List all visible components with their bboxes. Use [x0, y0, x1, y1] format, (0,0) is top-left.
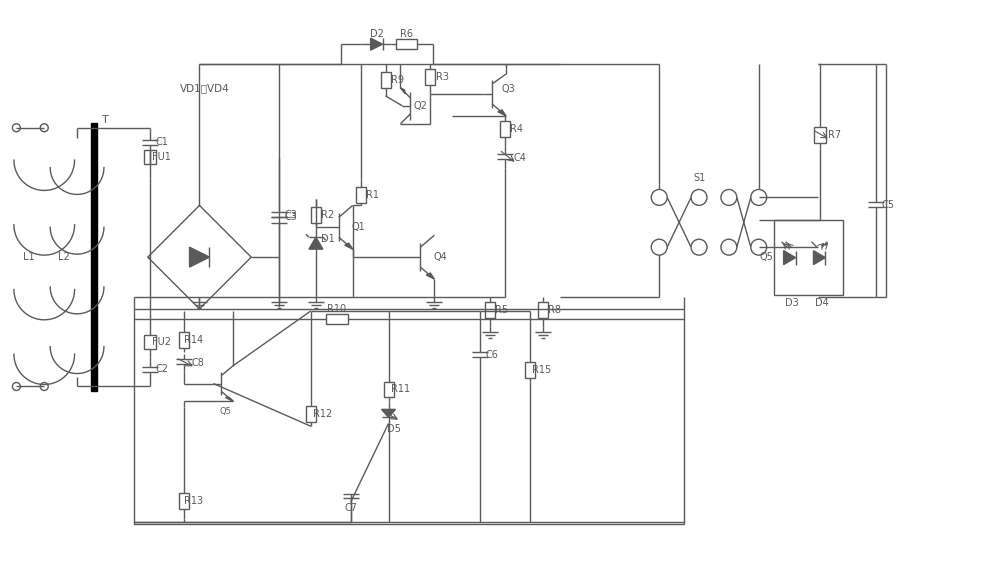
Bar — [144, 335, 156, 349]
Bar — [425, 69, 435, 85]
Text: FU2: FU2 — [152, 337, 171, 346]
Polygon shape — [784, 251, 796, 265]
Text: R11: R11 — [391, 384, 410, 395]
Text: C8: C8 — [191, 358, 204, 367]
Text: R5: R5 — [495, 305, 509, 315]
Text: R12: R12 — [313, 409, 332, 420]
Text: Q1: Q1 — [352, 222, 366, 232]
Bar — [538, 302, 548, 318]
Bar — [326, 314, 348, 324]
Polygon shape — [813, 251, 825, 265]
Bar — [525, 362, 535, 378]
Text: L2: L2 — [58, 252, 70, 262]
Text: C3: C3 — [285, 212, 297, 222]
Text: R10: R10 — [327, 304, 346, 314]
Bar — [311, 208, 321, 223]
Text: C1: C1 — [155, 137, 168, 147]
Text: S1: S1 — [693, 172, 705, 183]
Text: R15: R15 — [532, 365, 551, 375]
Text: R13: R13 — [184, 496, 203, 506]
Text: D5: D5 — [387, 424, 400, 434]
Text: R2: R2 — [321, 210, 334, 221]
Polygon shape — [309, 237, 323, 249]
Text: T: T — [102, 115, 109, 125]
Polygon shape — [400, 88, 405, 94]
Text: D2: D2 — [370, 29, 384, 39]
Bar — [396, 39, 417, 49]
Text: R14: R14 — [184, 335, 203, 345]
Polygon shape — [345, 243, 353, 249]
Text: Q2: Q2 — [413, 101, 427, 111]
Text: R4: R4 — [510, 124, 523, 134]
Text: C5: C5 — [882, 200, 895, 210]
Polygon shape — [225, 397, 233, 401]
Bar — [179, 493, 189, 509]
Text: R8: R8 — [548, 305, 561, 315]
Text: VD1～VD4: VD1～VD4 — [180, 83, 229, 93]
Polygon shape — [91, 123, 97, 391]
Text: C3: C3 — [285, 210, 297, 221]
Text: Q4: Q4 — [433, 252, 447, 262]
Text: R1: R1 — [366, 191, 379, 200]
Text: D1: D1 — [321, 234, 335, 244]
Text: R3: R3 — [436, 72, 449, 82]
Bar — [134, 309, 684, 524]
Bar — [306, 407, 316, 422]
Polygon shape — [426, 273, 434, 279]
Polygon shape — [382, 409, 396, 417]
Text: FU1: FU1 — [152, 151, 171, 162]
Text: R9: R9 — [391, 75, 404, 85]
Text: C6: C6 — [486, 350, 498, 359]
Text: Q3: Q3 — [501, 84, 515, 94]
Polygon shape — [498, 110, 506, 116]
Text: C2: C2 — [155, 363, 168, 374]
Polygon shape — [371, 38, 383, 50]
Text: R6: R6 — [400, 29, 413, 39]
Bar — [774, 221, 843, 295]
Text: D4: D4 — [815, 298, 828, 308]
Text: L1: L1 — [23, 252, 34, 262]
Bar — [381, 72, 391, 88]
Bar — [500, 121, 510, 137]
Bar — [814, 127, 826, 143]
Bar — [384, 382, 394, 397]
Bar — [356, 188, 366, 204]
Text: C4: C4 — [513, 153, 526, 163]
Text: Q5: Q5 — [760, 252, 774, 262]
Bar — [144, 150, 156, 164]
Polygon shape — [190, 247, 209, 267]
Bar — [179, 332, 189, 348]
Bar — [485, 302, 495, 318]
Text: C7: C7 — [344, 503, 357, 513]
Text: R7: R7 — [828, 130, 841, 139]
Text: Q5: Q5 — [219, 407, 231, 416]
Text: D3: D3 — [785, 298, 798, 308]
